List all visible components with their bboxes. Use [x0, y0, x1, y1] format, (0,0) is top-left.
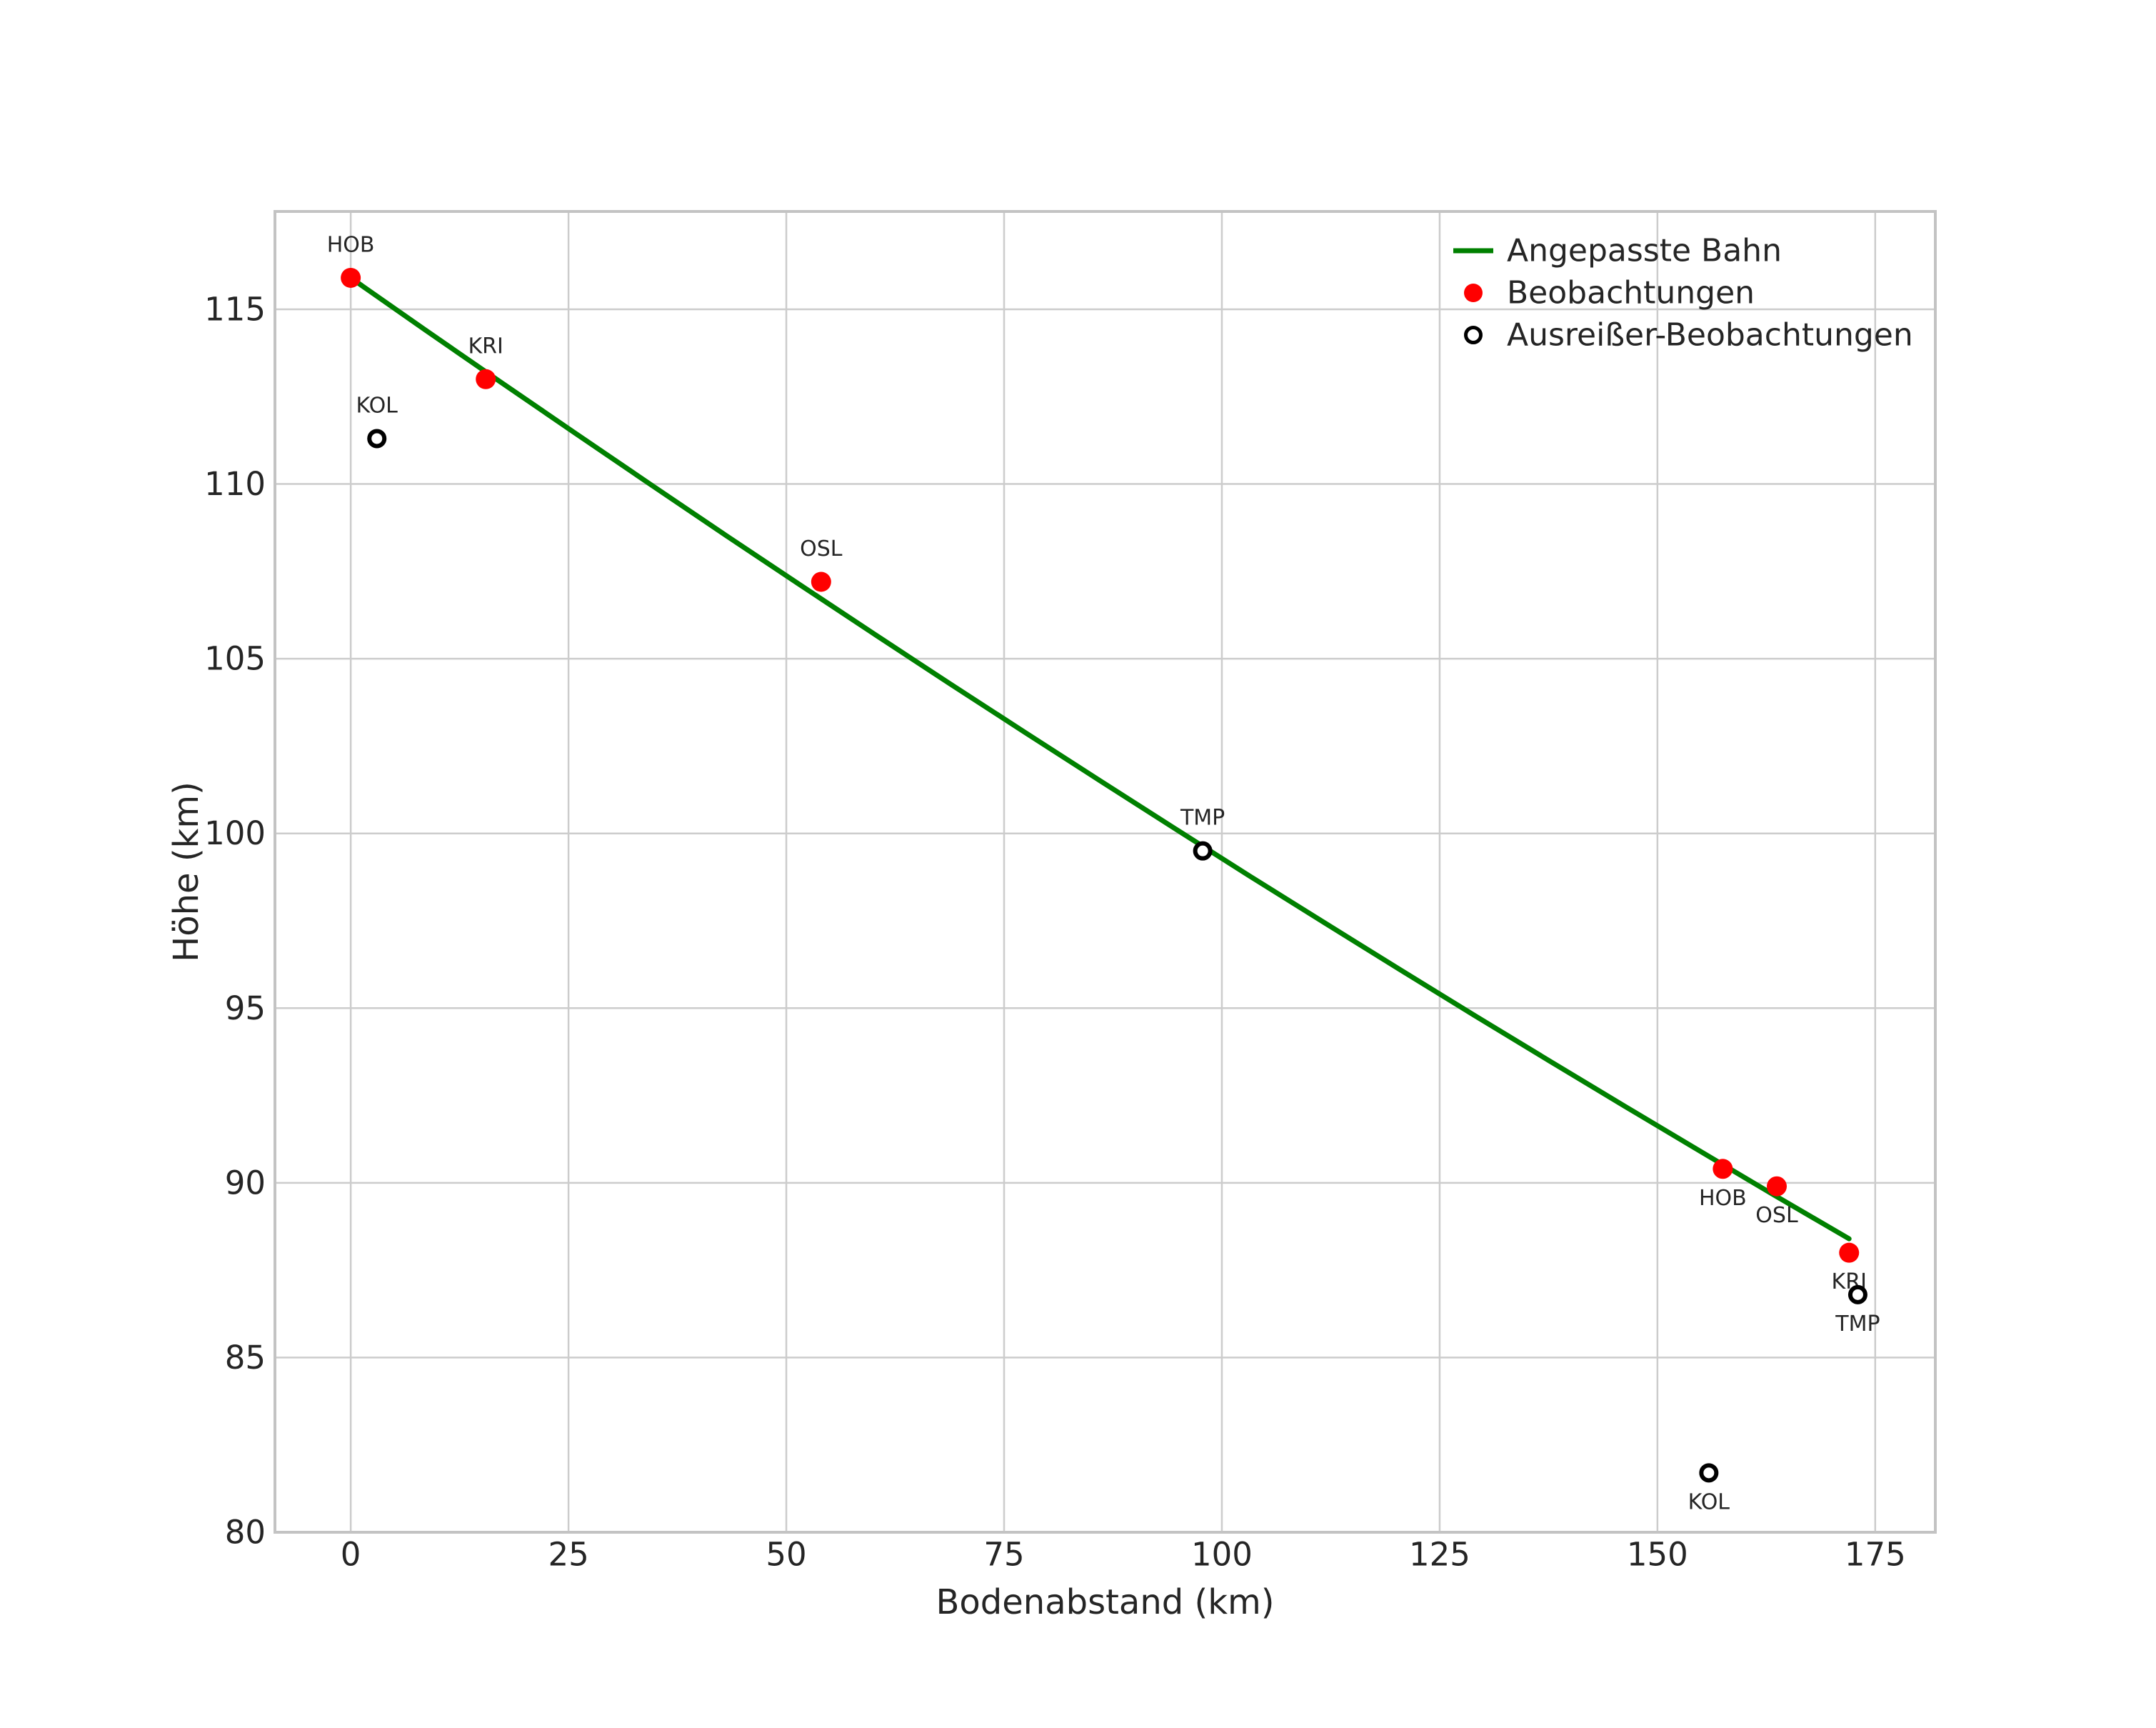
observation-point-OSL: [811, 571, 831, 592]
x-tick-label: 25: [548, 1536, 588, 1574]
legend-dot-swatch: [1464, 284, 1483, 302]
legend-label: Angepasste Bahn: [1507, 233, 1782, 269]
legend-label: Ausreißer-Beobachtungen: [1507, 317, 1913, 354]
y-tick-label: 95: [225, 989, 266, 1027]
plot-border: [274, 210, 1937, 1534]
fitted-line: [348, 275, 1852, 1242]
y-tick-label: 110: [204, 465, 266, 503]
x-tick-label: 175: [1845, 1536, 1906, 1574]
x-tick-label: 0: [341, 1536, 361, 1574]
point-label-TMP: TMP: [1180, 806, 1225, 831]
legend: Angepasste Bahn Beobachtungen Ausreißer-Be…: [1453, 233, 1913, 354]
point-label-TMP: TMP: [1835, 1312, 1880, 1337]
outlier-point-KOL: [367, 429, 387, 449]
point-label-KOL: KOL: [1688, 1489, 1730, 1514]
outlier-point-TMP: [1193, 841, 1213, 861]
outlier-point-TMP: [1847, 1284, 1867, 1304]
outlier-point-KOL: [1699, 1463, 1719, 1483]
x-axis-label: Bodenabstand (km): [936, 1582, 1275, 1622]
x-tick-label: 150: [1627, 1536, 1688, 1574]
point-label-OSL: OSL: [1755, 1203, 1798, 1228]
point-label-HOB: HOB: [1699, 1186, 1747, 1211]
y-tick-label: 105: [204, 640, 266, 678]
observation-point-KRI: [1839, 1242, 1860, 1263]
observation-point-KRI: [476, 369, 496, 389]
point-label-KOL: KOL: [356, 393, 398, 418]
point-label-HOB: HOB: [327, 232, 375, 257]
x-tick-label: 75: [983, 1536, 1024, 1574]
y-tick-label: 115: [204, 290, 266, 328]
legend-label: Beobachtungen: [1507, 275, 1755, 311]
point-label-KRI: KRI: [468, 334, 503, 359]
legend-open-circle-swatch: [1464, 326, 1483, 344]
y-tick-label: 90: [225, 1164, 266, 1202]
y-tick-label: 85: [225, 1339, 266, 1377]
y-tick-label: 80: [225, 1514, 266, 1552]
y-tick-label: 100: [204, 814, 266, 852]
x-tick-label: 50: [766, 1536, 806, 1574]
observation-point-HOB: [341, 267, 361, 288]
x-tick-label: 125: [1409, 1536, 1470, 1574]
point-label-OSL: OSL: [800, 536, 843, 561]
y-axis-label: Höhe (km): [166, 781, 206, 962]
observation-point-OSL: [1766, 1176, 1787, 1197]
x-tick-label: 100: [1191, 1536, 1253, 1574]
observation-point-HOB: [1713, 1159, 1733, 1179]
